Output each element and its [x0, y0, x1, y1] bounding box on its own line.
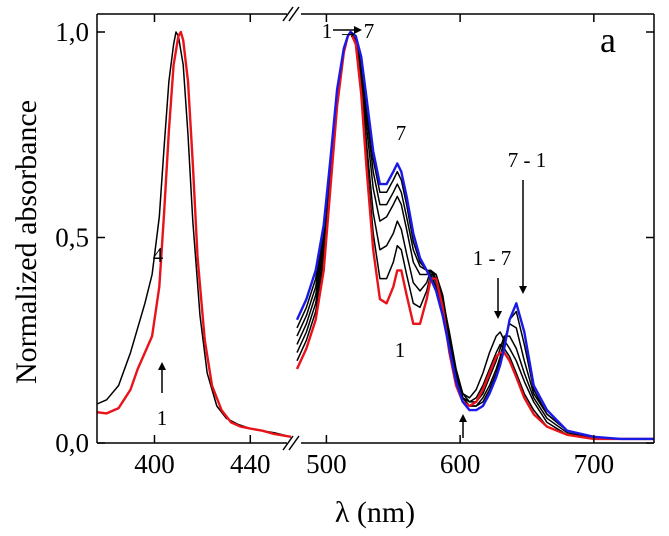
arrowhead-q-up — [459, 414, 467, 422]
x-tick-label-440: 440 — [230, 449, 271, 479]
y-tick-label-1: 0,5 — [55, 223, 89, 253]
y-tick-label-0: 0,0 — [55, 428, 89, 458]
arrowhead-q-7-1 — [519, 286, 527, 294]
axis-break-mark-top-1 — [288, 6, 300, 22]
panel-label: a — [600, 20, 616, 60]
x-tick-label-400: 400 — [134, 449, 175, 479]
axes-layer: 400 440 500 600 700 0,0 0,5 1,0 — [55, 6, 655, 479]
annotation-peak-shift: 1 → 7 — [322, 19, 375, 43]
series-soret-1 — [96, 30, 292, 438]
annotation-soret-4: 4 — [153, 243, 164, 267]
arrowhead-soret-up — [158, 362, 166, 370]
arrowhead-peak-shift — [354, 26, 362, 34]
y-axis-title: Normalized absorbance — [10, 100, 43, 384]
x-tick-label-500: 500 — [306, 449, 347, 479]
series-q-band-7 — [295, 30, 654, 441]
arrowhead-q-1-7 — [494, 311, 502, 319]
x-axis-title: λ (nm) — [335, 496, 415, 529]
axis-break-mark-bottom-1 — [288, 435, 300, 451]
annotation-q-7: 7 — [396, 121, 407, 145]
annotation-q-1-7: 1 - 7 — [473, 246, 512, 270]
annotation-q-1: 1 — [395, 338, 406, 362]
x-tick-label-600: 600 — [440, 449, 481, 479]
annotation-q-7-1: 7 - 1 — [508, 148, 547, 172]
y-tick-label-2: 1,0 — [55, 17, 89, 47]
annotation-soret-1: 1 — [157, 406, 168, 430]
annotation-arrows — [158, 26, 527, 438]
axis-break-mark-bottom-0 — [282, 435, 294, 451]
series-layer — [96, 30, 654, 441]
axis-break-mark-top-0 — [282, 6, 294, 22]
x-tick-label-700: 700 — [574, 449, 615, 479]
